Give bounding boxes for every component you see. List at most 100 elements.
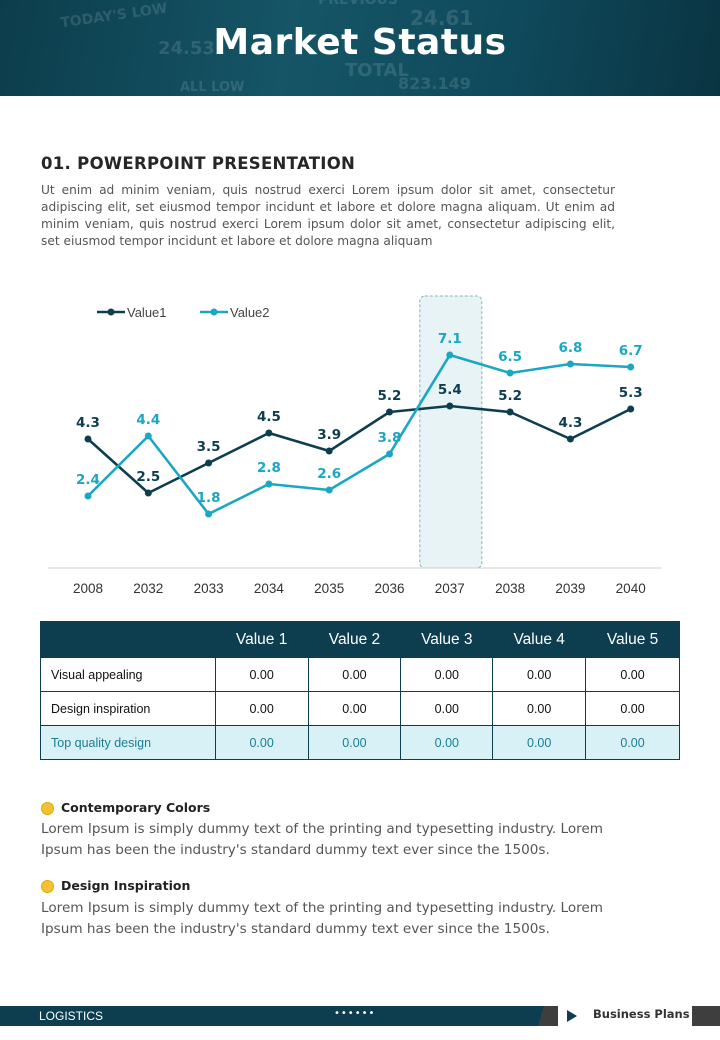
data-point <box>627 363 635 371</box>
data-point <box>265 480 273 488</box>
footer-accent-block <box>692 1006 720 1026</box>
x-tick-label: 2037 <box>435 581 465 596</box>
footer-bar <box>0 1006 555 1026</box>
data-point <box>205 510 213 518</box>
data-label: 2.6 <box>317 466 341 482</box>
footer-doc-label: Business Plans <box>593 1007 690 1021</box>
bullet-title: Contemporary Colors <box>61 800 211 815</box>
ticker-text: 823.149 <box>398 74 471 93</box>
table-cell: 0.00 <box>585 725 680 760</box>
table-header-cell: Value 3 <box>400 621 494 658</box>
data-label: 4.5 <box>257 409 281 425</box>
bullet-dot-icon <box>41 802 54 815</box>
data-label: 4.4 <box>136 412 160 428</box>
data-point <box>446 402 454 410</box>
line-chart: 2008 2032 2033 2034 2035 2036 2037 2038 2039 2040… <box>48 295 662 596</box>
table-header-cell: Value 4 <box>492 621 587 658</box>
legend-marker <box>107 308 115 316</box>
bullet-title: Design Inspiration <box>61 878 191 893</box>
bullet-text: Lorem Ipsum is simply dummy text of the … <box>41 900 604 937</box>
data-label: 2.4 <box>76 472 100 488</box>
table-header-cell: Value 5 <box>585 621 680 658</box>
table-cell: 0.00 <box>307 657 402 692</box>
data-point <box>446 351 454 359</box>
table-cell: 0.00 <box>585 657 680 692</box>
table-cell: 0.00 <box>492 657 587 692</box>
table-cell: 0.00 <box>492 725 587 760</box>
ticker-text: PREVIOUS <box>318 0 399 8</box>
table-header-row: Value 1 Value 2 Value 3 Value 4 Value 5 <box>40 621 680 658</box>
data-point <box>386 408 393 416</box>
data-point <box>84 435 92 443</box>
data-point <box>386 450 393 458</box>
data-point <box>566 360 574 368</box>
data-point <box>84 492 92 500</box>
table-cell: 0.00 <box>214 657 309 692</box>
x-tick-label: 2039 <box>555 581 585 596</box>
table-cell: 0.00 <box>214 691 309 726</box>
page-title: Market Status <box>213 22 507 63</box>
data-label: 5.2 <box>378 388 402 404</box>
x-tick-label: 2038 <box>495 581 525 596</box>
series-line-value1 <box>87 404 632 495</box>
data-label: 4.3 <box>76 415 100 431</box>
legend-label: Value1 <box>127 305 167 320</box>
table-header-cell: Value 1 <box>214 621 309 658</box>
play-arrow-icon <box>567 1010 577 1022</box>
data-label: 5.2 <box>498 388 522 404</box>
data-point <box>627 405 635 413</box>
ticker-text: 24.61 <box>410 6 474 30</box>
footer-accent <box>538 1006 558 1026</box>
x-tick-label: 2008 <box>73 581 103 596</box>
data-point <box>144 489 152 497</box>
ticker-text: ALL LOW <box>180 80 245 95</box>
data-label: 3.9 <box>317 427 341 443</box>
data-label: 5.4 <box>438 382 462 398</box>
data-point <box>205 459 213 467</box>
data-label: 2.5 <box>136 469 160 485</box>
table-cell: 0.00 <box>307 725 402 760</box>
intro-paragraph: Ut enim ad minim veniam, quis nostrud ex… <box>41 183 615 248</box>
data-point <box>144 432 152 440</box>
row-label: Design inspiration <box>40 691 216 726</box>
data-label: 6.8 <box>558 340 582 356</box>
table-cell: 0.00 <box>585 691 680 726</box>
table-cell: 0.00 <box>400 691 494 726</box>
values-table: Value 1 Value 2 Value 3 Value 4 Value 5 … <box>40 621 680 760</box>
data-point <box>566 435 574 443</box>
data-label: 6.7 <box>619 343 643 359</box>
ticker-text: 24.53 <box>158 38 215 59</box>
data-label: 7.1 <box>438 331 462 347</box>
row-label: Visual appealing <box>40 657 216 692</box>
footer-section-label: LOGISTICS <box>39 1009 104 1023</box>
table-row: Design inspiration 0.00 0.00 0.00 0.00 0… <box>40 691 680 726</box>
x-tick-label: 2034 <box>254 581 285 596</box>
x-tick-label: 2032 <box>133 581 163 596</box>
table-header-cell: Value 2 <box>307 621 402 658</box>
table-cell: 0.00 <box>492 691 587 726</box>
data-label: 3.8 <box>378 430 402 446</box>
table-cell: 0.00 <box>400 725 494 760</box>
x-tick-label: 2036 <box>374 581 404 596</box>
footer-dots: •••••• <box>334 1008 376 1019</box>
table-cell: 0.00 <box>400 657 494 692</box>
data-point <box>506 369 514 377</box>
section-title: 01. POWERPOINT PRESENTATION <box>41 154 356 173</box>
table-cell: 0.00 <box>307 691 402 726</box>
series-line-value2 <box>87 353 631 516</box>
data-label: 2.8 <box>257 460 281 476</box>
data-label: 4.3 <box>558 415 582 431</box>
header-banner: TODAY'S LOW PREVIOUS 24.61 24.53 TOTAL 8… <box>0 0 720 96</box>
ticker-text: TOTAL <box>345 60 409 81</box>
x-tick-label: 2035 <box>314 581 344 596</box>
data-point <box>265 429 273 437</box>
data-label: 6.5 <box>498 349 522 365</box>
table-header-cell <box>40 621 216 658</box>
legend-label: Value2 <box>230 305 270 320</box>
data-point <box>325 486 333 494</box>
data-label: 5.3 <box>619 385 643 401</box>
legend-marker <box>210 308 218 316</box>
bullet-text: Lorem Ipsum is simply dummy text of the … <box>41 821 604 858</box>
data-label: 3.5 <box>197 439 221 455</box>
bullet-dot-icon <box>41 880 54 893</box>
